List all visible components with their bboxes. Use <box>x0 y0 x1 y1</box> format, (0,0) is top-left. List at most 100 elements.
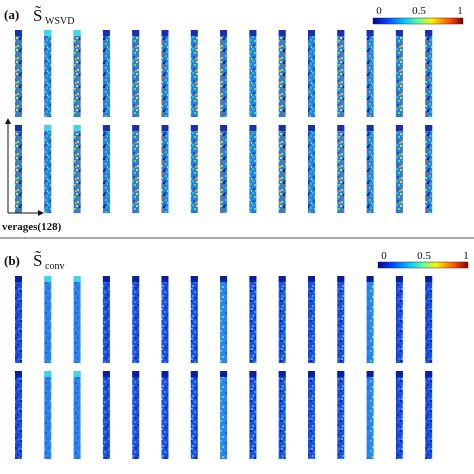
image-strip <box>161 30 169 117</box>
image-strip-cap <box>15 125 22 131</box>
image-strip-cap <box>161 125 169 131</box>
panel-a-axis-label: verages(128) <box>2 221 62 233</box>
image-strip <box>161 125 169 213</box>
image-strip <box>308 30 315 117</box>
image-strip <box>161 371 169 459</box>
image-strip-cap <box>337 125 345 131</box>
panel-a: (a) S̃ WSVD 0 0.5 1 verages(128) <box>2 5 464 233</box>
image-strip-cap <box>132 371 140 377</box>
image-strip <box>73 30 81 117</box>
image-strip-cap <box>308 125 315 131</box>
image-strip-cap <box>44 30 52 36</box>
image-strip-cap <box>249 276 257 282</box>
image-strip-cap <box>190 371 198 377</box>
image-strip <box>249 30 257 117</box>
image-strip <box>308 125 315 213</box>
image-strip <box>15 371 22 459</box>
panel-b-label: (b) <box>4 253 20 268</box>
image-strip <box>190 276 198 363</box>
image-strip-cap <box>220 125 228 131</box>
image-strip-cap <box>102 276 110 282</box>
image-strip <box>425 30 433 117</box>
image-strip <box>190 125 198 213</box>
panel-b-symbol: S̃ <box>33 251 42 270</box>
image-strip <box>395 125 403 213</box>
image-strip-cap <box>395 276 403 282</box>
image-strip <box>132 276 140 363</box>
image-strip-cap <box>308 276 315 282</box>
image-strip-cap <box>132 30 140 36</box>
image-strip <box>15 125 22 213</box>
image-strip <box>337 276 345 363</box>
image-strip-cap <box>366 276 374 282</box>
panel-b-strips <box>15 276 433 459</box>
image-strip <box>278 276 286 363</box>
image-strip-cap <box>15 371 22 377</box>
image-strip-cap <box>15 30 22 36</box>
image-strip <box>44 125 52 213</box>
colorbar-a-gradient <box>372 17 464 25</box>
colorbar-b-tick-max: 1 <box>463 250 469 262</box>
image-strip <box>161 276 169 363</box>
image-strip-cap <box>308 30 315 36</box>
image-strip-cap <box>395 125 403 131</box>
image-strip-cap <box>73 276 81 282</box>
image-strip <box>220 371 228 459</box>
image-strip-cap <box>308 371 315 377</box>
image-strip <box>44 371 52 459</box>
colorbar-a-tick-min: 0 <box>376 5 382 17</box>
image-strip <box>102 276 110 363</box>
image-strip <box>15 30 22 117</box>
image-strip <box>220 276 228 363</box>
image-strip-cap <box>73 125 81 131</box>
image-strip-cap <box>73 30 81 36</box>
image-strip <box>366 125 374 213</box>
image-strip-cap <box>395 30 403 36</box>
image-strip <box>278 125 286 213</box>
image-strip-cap <box>337 30 345 36</box>
image-strip <box>366 276 374 363</box>
image-strip-cap <box>190 125 198 131</box>
image-strip <box>102 125 110 213</box>
image-strip <box>395 276 403 363</box>
image-strip <box>425 276 433 363</box>
image-strip <box>73 371 81 459</box>
image-strip <box>73 125 81 213</box>
image-strip-cap <box>278 30 286 36</box>
image-strip-cap <box>220 30 228 36</box>
image-strip <box>132 371 140 459</box>
image-strip-cap <box>249 371 257 377</box>
image-strip <box>220 125 228 213</box>
image-strip <box>425 371 433 459</box>
image-strip-cap <box>425 125 433 131</box>
panel-a-colorbar: 0 0.5 1 <box>372 5 464 25</box>
image-strip <box>249 371 257 459</box>
image-strip-cap <box>44 371 52 377</box>
image-strip <box>278 371 286 459</box>
image-strip <box>278 30 286 117</box>
image-strip-cap <box>337 371 345 377</box>
colorbar-a-tick-mid: 0.5 <box>412 5 426 17</box>
image-strip-cap <box>44 276 52 282</box>
panel-a-strips <box>15 30 433 213</box>
image-strip-cap <box>220 371 228 377</box>
image-strip-cap <box>15 276 22 282</box>
image-strip-cap <box>161 371 169 377</box>
image-strip <box>249 125 257 213</box>
panel-a-axes: verages(128) <box>2 118 62 233</box>
image-strip <box>44 30 52 117</box>
panel-a-symbol: S̃ <box>33 6 42 25</box>
image-strip <box>308 371 315 459</box>
panel-b-subscript: conv <box>45 261 64 272</box>
image-strip-cap <box>278 125 286 131</box>
image-strip-cap <box>190 30 198 36</box>
image-strip-cap <box>366 125 374 131</box>
image-strip-cap <box>249 125 257 131</box>
panel-b-colorbar: 0 0.5 1 <box>377 250 469 269</box>
image-strip-cap <box>366 371 374 377</box>
image-strip-cap <box>161 276 169 282</box>
image-strip <box>337 371 345 459</box>
image-strip-cap <box>102 371 110 377</box>
colorbar-a-tick-max: 1 <box>457 5 463 17</box>
